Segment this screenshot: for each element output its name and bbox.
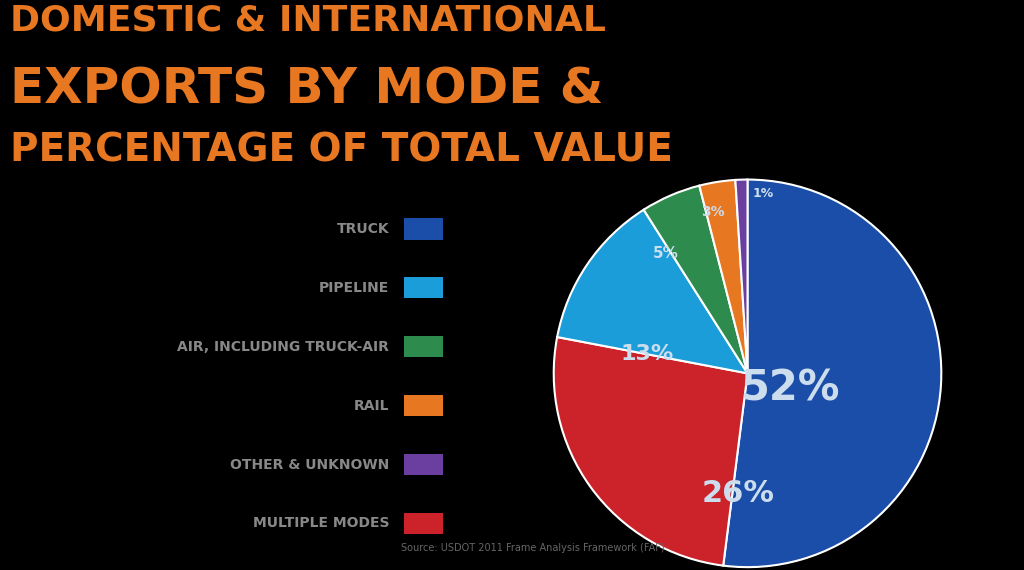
Text: RAIL: RAIL — [353, 398, 389, 413]
Wedge shape — [699, 180, 748, 373]
Text: 1%: 1% — [753, 186, 774, 200]
Text: DOMESTIC & INTERNATIONAL: DOMESTIC & INTERNATIONAL — [10, 3, 606, 38]
Text: 3%: 3% — [700, 206, 724, 219]
Text: Source: USDOT 2011 Frame Analysis Framework (FAF): Source: USDOT 2011 Frame Analysis Framew… — [400, 543, 665, 553]
Wedge shape — [735, 180, 748, 373]
Text: 5%: 5% — [653, 246, 679, 260]
Text: 52%: 52% — [740, 368, 840, 410]
Wedge shape — [554, 337, 748, 565]
Bar — [404, 395, 443, 416]
Text: PERCENTAGE OF TOTAL VALUE: PERCENTAGE OF TOTAL VALUE — [10, 131, 673, 169]
Bar — [404, 454, 443, 475]
Text: OTHER & UNKNOWN: OTHER & UNKNOWN — [229, 458, 389, 471]
Bar — [404, 513, 443, 534]
Wedge shape — [557, 210, 748, 373]
Text: 13%: 13% — [621, 344, 674, 364]
Wedge shape — [723, 180, 941, 567]
Bar — [404, 277, 443, 299]
Text: TRUCK: TRUCK — [337, 222, 389, 236]
Wedge shape — [644, 186, 748, 373]
Bar — [404, 218, 443, 239]
Text: PIPELINE: PIPELINE — [318, 281, 389, 295]
Text: MULTIPLE MODES: MULTIPLE MODES — [253, 516, 389, 531]
Text: EXPORTS BY MODE &: EXPORTS BY MODE & — [10, 66, 603, 113]
Bar — [404, 336, 443, 357]
Text: 26%: 26% — [701, 479, 774, 508]
Text: AIR, INCLUDING TRUCK-AIR: AIR, INCLUDING TRUCK-AIR — [177, 340, 389, 354]
